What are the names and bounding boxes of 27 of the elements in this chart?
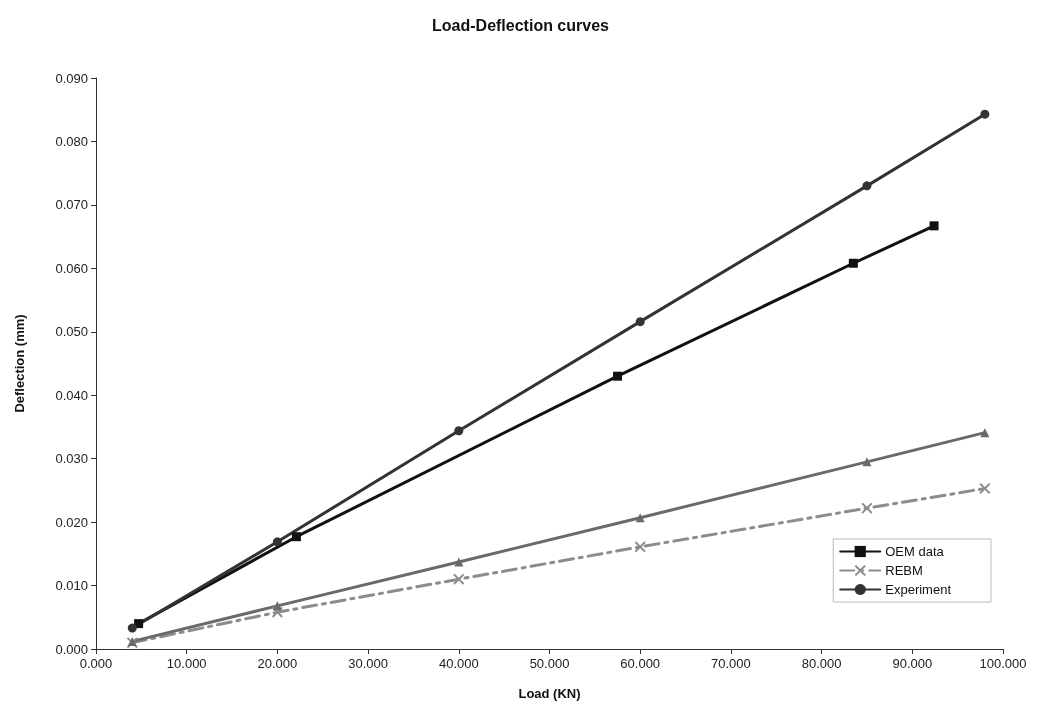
- y-tick-label: 0.090: [55, 70, 88, 86]
- y-tick-label: 0.040: [55, 387, 88, 403]
- legend-label: OEM data: [885, 544, 945, 559]
- y-tick-label: 0.060: [55, 260, 88, 276]
- y-tick-label: 0.050: [55, 324, 88, 340]
- legend-label: Experiment: [885, 582, 952, 597]
- x-tick-label: 30.000: [348, 656, 388, 671]
- x-tick-label: 70.000: [711, 656, 751, 671]
- y-tick-label: 0.010: [55, 578, 88, 594]
- chart-title: Load-Deflection curves: [432, 16, 610, 34]
- x-tick-label: 100.000: [979, 656, 1027, 671]
- x-tick-label: 0.000: [79, 656, 113, 671]
- x-tick-label: 60.000: [620, 656, 661, 671]
- y-tick-label: 0.070: [55, 197, 88, 213]
- legend-label: REBM: [885, 563, 923, 578]
- x-axis-title: Load (KN): [518, 686, 581, 701]
- x-tick-label: 80.000: [801, 656, 842, 671]
- x-tick-label: 10.000: [166, 656, 207, 671]
- x-tick-label: 40.000: [438, 656, 479, 671]
- x-tick-label: 50.000: [529, 656, 570, 671]
- x-tick-label: 90.000: [892, 656, 933, 671]
- y-tick-label: 0.020: [55, 514, 88, 530]
- y-axis-title: Deflection (mm): [12, 314, 27, 413]
- y-tick-label: 0.030: [55, 451, 88, 467]
- y-tick-label: 0.000: [55, 641, 88, 657]
- y-tick-label: 0.080: [55, 133, 88, 149]
- x-tick-label: 20.000: [257, 656, 298, 671]
